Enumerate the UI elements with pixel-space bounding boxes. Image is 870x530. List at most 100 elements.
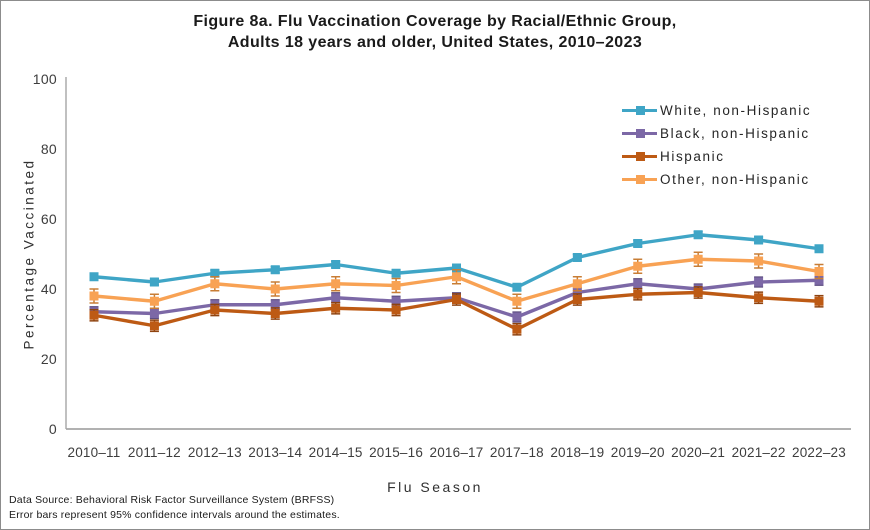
data-point-marker (391, 268, 401, 278)
data-point-marker (452, 272, 461, 282)
data-point-marker (331, 303, 341, 313)
data-point-marker (210, 279, 220, 289)
x-tick-label: 2014–15 (309, 445, 363, 460)
data-point-marker (572, 288, 582, 297)
x-tick-label: 2019–20 (611, 445, 665, 460)
series-markers (89, 254, 824, 306)
data-point-marker (512, 296, 522, 306)
x-tick-label: 2013–14 (248, 445, 302, 460)
data-point-marker (270, 300, 280, 310)
x-tick-label: 2010–11 (68, 445, 121, 460)
data-point-marker (391, 296, 401, 306)
data-point-marker (633, 279, 643, 289)
legend: White, non-Hispanic Black, non-Hispanic Hi… (622, 102, 811, 187)
axes (65, 77, 851, 430)
series-markers (89, 288, 824, 334)
y-tick-label: 0 (49, 421, 57, 437)
data-point-marker (89, 291, 99, 301)
legend-line-square-icon (622, 148, 660, 164)
x-tick-label: 2011–12 (128, 445, 181, 460)
data-point-marker (512, 312, 522, 322)
data-point-marker (512, 324, 522, 334)
data-point-marker (149, 296, 159, 306)
data-point-marker (149, 321, 159, 331)
data-point-marker (149, 277, 159, 287)
footer-notes: Data Source: Behavioral Risk Factor Surv… (9, 493, 340, 523)
data-point-marker (633, 261, 643, 271)
series-hispanic (89, 286, 824, 336)
error-bar-note: Error bars represent 95% confidence inte… (9, 509, 340, 521)
data-point-marker (572, 253, 582, 262)
data-point-marker (814, 275, 824, 285)
data-point-marker (452, 295, 461, 304)
data-point-marker (572, 295, 582, 304)
x-tick-label: 2016–17 (430, 445, 484, 460)
x-tick-label: 2022–23 (792, 445, 846, 460)
legend-line-square-icon (622, 171, 660, 187)
legend-square (636, 175, 645, 184)
legend-item-white-non-hispanic: White, non-Hispanic (622, 102, 811, 118)
data-point-marker (814, 296, 824, 306)
data-point-marker (754, 256, 764, 266)
legend-item-hispanic: Hispanic (622, 148, 811, 164)
data-point-marker (693, 288, 703, 297)
x-tick-label: 2012–13 (188, 445, 242, 460)
y-axis-title: Percentage Vaccinated (21, 158, 37, 350)
data-point-marker (149, 309, 159, 318)
data-source-note: Data Source: Behavioral Risk Factor Surv… (9, 494, 335, 506)
data-point-marker (331, 293, 341, 303)
x-tick-label: 2021–22 (732, 445, 786, 460)
y-tick-label: 100 (33, 71, 57, 87)
legend-square (636, 106, 645, 115)
legend-label: Hispanic (660, 148, 725, 164)
data-point-marker (814, 244, 824, 254)
y-tick-label: 40 (41, 281, 57, 297)
data-point-marker (331, 279, 341, 289)
series-other-non-hispanic (89, 251, 824, 309)
data-point-marker (693, 230, 703, 240)
x-tick-label: 2020–21 (671, 445, 725, 460)
data-point-marker (270, 265, 280, 275)
chart-title-line2: Adults 18 years and older, United States… (227, 34, 643, 51)
y-tick-label: 20 (41, 351, 57, 367)
y-axis-tick-labels: 0 20 40 60 80 100 (33, 71, 57, 437)
data-point-marker (89, 310, 99, 320)
data-point-marker (754, 293, 764, 303)
legend-line-square-icon (622, 102, 660, 118)
chart-title: Figure 8a. Flu Vaccination Coverage by R… (1, 11, 869, 53)
x-tick-label: 2015–16 (369, 445, 423, 460)
data-point-marker (512, 282, 522, 292)
chart-title-line1: Figure 8a. Flu Vaccination Coverage by R… (193, 13, 677, 30)
data-point-marker (693, 254, 703, 264)
data-point-marker (633, 289, 643, 299)
legend-label: White, non-Hispanic (660, 102, 812, 118)
legend-label: Other, non-Hispanic (660, 171, 810, 187)
data-point-marker (331, 260, 341, 269)
x-axis-title: Flu Season (387, 479, 483, 495)
series-markers (89, 230, 824, 292)
y-tick-label: 60 (41, 211, 57, 227)
legend-item-black-non-hispanic: Black, non-Hispanic (622, 125, 811, 141)
legend-line-square-icon (622, 125, 660, 141)
data-point-marker (572, 279, 582, 289)
data-point-marker (754, 277, 764, 287)
x-tick-label: 2017–18 (490, 445, 544, 460)
data-point-marker (814, 267, 824, 276)
x-tick-label: 2018–19 (550, 445, 604, 460)
legend-square (636, 152, 645, 161)
data-point-marker (210, 268, 220, 278)
x-axis-tick-labels: 2010–11 2011–12 2012–13 2013–14 2014–15 2015–… (68, 445, 846, 460)
data-point-marker (754, 235, 764, 245)
data-point-marker (89, 272, 99, 282)
data-point-marker (210, 305, 220, 315)
data-point-marker (391, 305, 401, 315)
legend-square (636, 129, 645, 138)
data-point-marker (452, 263, 461, 273)
data-point-marker (270, 284, 280, 294)
y-tick-label: 80 (41, 141, 57, 157)
data-point-marker (391, 281, 401, 290)
data-point-marker (633, 239, 643, 248)
legend-item-other-non-hispanic: Other, non-Hispanic (622, 171, 811, 187)
